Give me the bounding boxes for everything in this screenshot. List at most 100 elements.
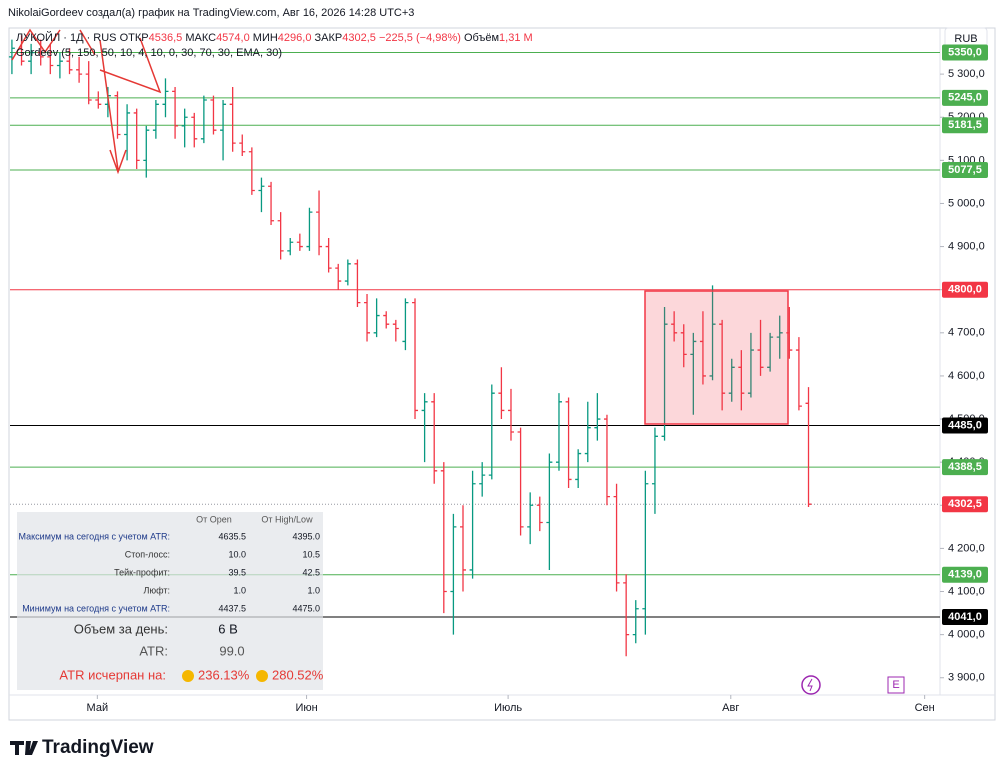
- y-tick-label: 4 200,0: [948, 542, 985, 554]
- column-header: От High/Low: [261, 514, 313, 524]
- atr-label: ATR:: [139, 643, 168, 658]
- ohlc-bar: [373, 298, 380, 338]
- level-label: 5245,0: [948, 92, 982, 104]
- low: 4296,0: [278, 32, 312, 44]
- x-tick-label: Июн: [295, 702, 317, 714]
- level-label-bg: [942, 89, 988, 106]
- ohlc-bar: [306, 207, 313, 251]
- row-value: 10.0: [228, 549, 246, 559]
- row-value: 42.5: [302, 567, 320, 577]
- volume-label: Объем за день:: [74, 621, 168, 636]
- level-label: 4139,0: [948, 569, 982, 581]
- close-label: ЗАКР: [315, 32, 343, 44]
- exhausted-label: ATR исчерпан на:: [59, 667, 166, 682]
- symbol-legend: ЛУКОЙЛ · 1Д · RUS ОТКР4536,5 МАКС4574,0 …: [16, 31, 533, 44]
- ohlc-bar: [450, 513, 457, 635]
- ohlc-bar: [738, 350, 745, 411]
- y-tick-label: 4 600,0: [948, 370, 985, 382]
- row-value: 4437.5: [218, 603, 246, 613]
- level-label-bg: [942, 44, 988, 61]
- row-value: 10.5: [302, 549, 320, 559]
- volume-value: 6 B: [218, 621, 238, 636]
- ohlc-bar: [296, 233, 303, 251]
- brand: TradingView: [42, 737, 154, 758]
- currency[interactable]: RUB: [954, 33, 977, 45]
- ohlc-bar: [258, 177, 265, 213]
- row-value: 1.0: [307, 585, 320, 595]
- alert-icon[interactable]: [801, 675, 821, 695]
- y-tick-label: 4 100,0: [948, 585, 985, 597]
- ohlc-bar: [162, 78, 169, 118]
- row-label: Стоп-лосс:: [125, 549, 170, 559]
- level-label: 5077,5: [948, 164, 982, 176]
- ohlc-bar: [479, 462, 486, 497]
- ohlc-bar: [268, 181, 275, 226]
- level-label-bg: [942, 496, 988, 513]
- row-label: Максимум на сегодня с учетом ATR:: [19, 531, 170, 541]
- author-line: NikolaiGordeev создал(а) график на Tradi…: [8, 7, 414, 19]
- ohlc-bar: [527, 492, 534, 545]
- info-table: От Open От High/Low Максимум на сегодня с …: [19, 514, 324, 682]
- ohlc-bar: [335, 263, 342, 290]
- ohlc-bar: [776, 315, 783, 359]
- change: −225,5 (−4,98%): [379, 32, 461, 44]
- ohlc-bar: [555, 393, 562, 471]
- ohlc-bar: [191, 112, 198, 148]
- row-value: 39.5: [228, 567, 246, 577]
- x-tick-label: Июль: [494, 702, 522, 714]
- info-table-bg: [17, 512, 323, 690]
- ohlc-bar: [728, 358, 735, 402]
- ohlc-bar: [37, 39, 44, 66]
- ohlc-bar: [709, 285, 716, 381]
- ohlc-bar: [85, 61, 92, 105]
- ohlc-bar: [287, 237, 294, 256]
- ohlc-bar: [200, 95, 207, 144]
- volume: 1,31 M: [499, 32, 533, 44]
- ohlc-bar: [325, 237, 332, 273]
- ohlc-bar: [124, 104, 131, 161]
- logo-mark: [10, 741, 38, 755]
- ohlc-bar: [565, 397, 572, 489]
- event-icon[interactable]: [887, 676, 905, 694]
- ohlc-bar: [76, 56, 83, 83]
- close: 4302,5: [342, 32, 376, 44]
- ohlc-bar: [440, 462, 447, 614]
- ohlc-bar: [66, 48, 73, 75]
- ohlc-bar: [642, 470, 649, 635]
- y-tick-label: 4 700,0: [948, 327, 985, 339]
- ohlc-bar: [575, 449, 582, 489]
- column-header: От Open: [196, 514, 232, 524]
- high-label: МАКС: [185, 32, 216, 44]
- level-label: 4485,0: [948, 419, 982, 431]
- ohlc-bar: [114, 91, 121, 139]
- ohlc-bar: [546, 453, 553, 570]
- row-value: 4475.0: [292, 603, 320, 613]
- ohlc-bar: [172, 87, 179, 139]
- row-value: 4635.5: [218, 531, 246, 541]
- rectangle-drawing: [644, 290, 789, 425]
- event-icon-letter: E: [892, 679, 899, 691]
- exhausted-value: 236.13%: [198, 667, 250, 682]
- symbol: ЛУКОЙЛ · 1Д · RUS: [16, 31, 117, 44]
- level-label: 5181,5: [948, 119, 982, 131]
- level-label: 5350,0: [948, 46, 982, 58]
- row-label: Минимум на сегодня с учетом ATR:: [22, 603, 170, 613]
- ohlc-bar: [210, 95, 217, 135]
- y-tick-label: 5 000,0: [948, 197, 985, 209]
- ohlc-bar: [402, 298, 409, 351]
- y-tick-label: 4 900,0: [948, 240, 985, 252]
- volume-label: Объём: [464, 32, 499, 44]
- level-label: 4302,5: [948, 498, 982, 510]
- ohlc-bar: [364, 294, 371, 342]
- x-tick-label: Май: [87, 702, 109, 714]
- row-value: 4395.0: [292, 531, 320, 541]
- ohlc-bar: [488, 384, 495, 480]
- ohlc-bar: [632, 600, 639, 644]
- ohlc-bar: [95, 91, 102, 109]
- x-tick-label: Сен: [915, 702, 935, 714]
- ohlc-bar: [661, 306, 668, 441]
- open-label: ОТКР: [120, 32, 149, 44]
- ohlc-bar: [421, 393, 428, 463]
- ohlc-bar: [651, 427, 658, 514]
